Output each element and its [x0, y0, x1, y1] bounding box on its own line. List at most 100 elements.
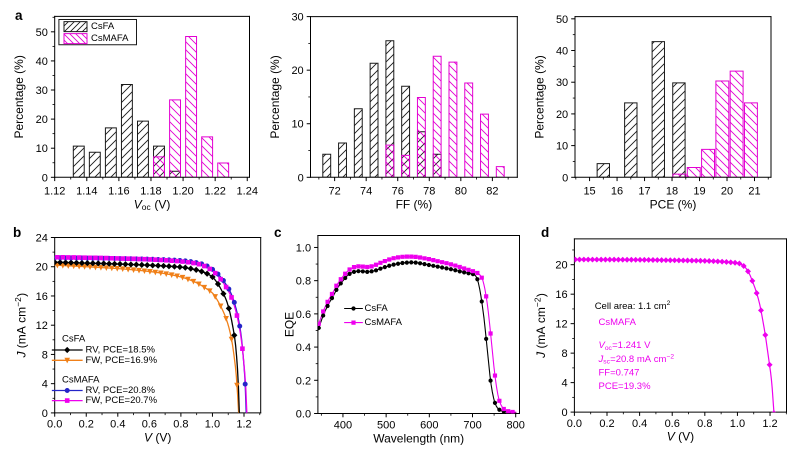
svg-text:0.0: 0.0	[47, 419, 62, 431]
svg-text:0.8: 0.8	[296, 276, 311, 288]
svg-text:400: 400	[334, 419, 352, 431]
svg-text:CsMAFA: CsMAFA	[365, 317, 403, 328]
svg-text:CsMAFA: CsMAFA	[599, 317, 637, 328]
svg-text:800: 800	[507, 419, 525, 431]
svg-text:20: 20	[36, 114, 48, 126]
svg-text:Percentage (%): Percentage (%)	[268, 55, 282, 138]
svg-text:b: b	[13, 225, 21, 240]
svg-text:16: 16	[36, 291, 48, 303]
svg-text:30: 30	[556, 77, 568, 89]
svg-text:RV, PCE=20.8%: RV, PCE=20.8%	[86, 385, 156, 396]
svg-text:0: 0	[42, 172, 48, 184]
svg-text:1.24: 1.24	[237, 186, 258, 198]
svg-text:0.4: 0.4	[632, 418, 647, 430]
svg-text:12: 12	[36, 320, 48, 332]
svg-text:20: 20	[291, 65, 303, 77]
svg-text:10: 10	[36, 143, 48, 155]
svg-text:V ( V: V ( V )	[144, 428, 172, 445]
svg-text:CsFA: CsFA	[62, 333, 86, 344]
svg-text:82: 82	[486, 186, 498, 198]
svg-text:0.8: 0.8	[173, 419, 188, 431]
svg-text:J ( m: J ( m A c m ) − 2	[8, 288, 29, 358]
svg-text:0.4: 0.4	[110, 419, 125, 431]
svg-text:18: 18	[666, 186, 678, 198]
svg-text:0.2: 0.2	[599, 418, 614, 430]
svg-text:12: 12	[555, 319, 567, 331]
svg-text:1.12: 1.12	[44, 186, 65, 198]
svg-text:0: 0	[298, 172, 304, 184]
svg-text:30: 30	[291, 12, 303, 24]
svg-text:74: 74	[360, 186, 372, 198]
svg-text:0.8: 0.8	[697, 418, 712, 430]
svg-text:8: 8	[42, 349, 48, 361]
svg-text:1.0: 1.0	[205, 419, 220, 431]
svg-text:PCE (%): PCE (%)	[650, 198, 697, 212]
svg-text:10: 10	[556, 141, 568, 153]
svg-text:21: 21	[748, 186, 760, 198]
svg-text:1.22: 1.22	[204, 186, 225, 198]
svg-text:0: 0	[42, 408, 48, 420]
svg-text:V ( V: V ( V )	[667, 428, 695, 445]
svg-text:700: 700	[463, 419, 481, 431]
svg-text:78: 78	[423, 186, 435, 198]
svg-text:50: 50	[36, 27, 48, 39]
svg-text:C e l l: C e l l a r e a : 1 . 1 c m 2	[595, 296, 671, 313]
svg-text:8: 8	[561, 348, 567, 360]
svg-text:1.18: 1.18	[140, 186, 161, 198]
svg-text:20: 20	[36, 262, 48, 274]
svg-text:FF (%): FF (%)	[396, 198, 433, 212]
svg-text:1.14: 1.14	[76, 186, 97, 198]
svg-text:1.0: 1.0	[730, 418, 745, 430]
svg-text:50: 50	[556, 14, 568, 26]
svg-text:0.0: 0.0	[567, 418, 582, 430]
svg-text:4: 4	[561, 378, 567, 390]
svg-text:Wavelength (nm): Wavelength (nm)	[373, 431, 464, 445]
svg-text:V o c: V o c ( V )	[134, 195, 171, 214]
svg-text:FW, PCE=16.9%: FW, PCE=16.9%	[86, 355, 158, 366]
svg-text:16: 16	[611, 186, 623, 198]
svg-text:c: c	[274, 225, 282, 240]
svg-text:J s c −: J s c − 2 = 2 0 . 8 m A c m	[598, 345, 679, 367]
svg-text:500: 500	[377, 419, 395, 431]
svg-text:FW, PCE=20.7%: FW, PCE=20.7%	[86, 395, 158, 406]
svg-text:1.2: 1.2	[236, 419, 251, 431]
svg-text:a: a	[15, 8, 23, 23]
svg-text:CsFA: CsFA	[365, 303, 389, 314]
svg-text:15: 15	[583, 186, 595, 198]
svg-text:0.6: 0.6	[665, 418, 680, 430]
svg-text:72: 72	[329, 186, 341, 198]
svg-text:CsMAFA: CsMAFA	[91, 33, 129, 44]
svg-text:40: 40	[36, 56, 48, 68]
svg-text:80: 80	[455, 186, 467, 198]
svg-text:CsFA: CsFA	[91, 21, 115, 32]
svg-text:PCE=19.3%: PCE=19.3%	[599, 381, 652, 392]
svg-text:10: 10	[291, 119, 303, 131]
svg-text:20: 20	[556, 109, 568, 121]
svg-text:CsMAFA: CsMAFA	[62, 374, 100, 385]
svg-text:40: 40	[556, 46, 568, 58]
svg-text:d: d	[541, 225, 549, 240]
svg-text:19: 19	[693, 186, 705, 198]
svg-text:FF=0.747: FF=0.747	[599, 367, 640, 378]
svg-text:1.0: 1.0	[296, 242, 311, 254]
svg-text:RV, PCE=18.5%: RV, PCE=18.5%	[86, 344, 156, 355]
svg-text:600: 600	[420, 419, 438, 431]
svg-text:1.2: 1.2	[762, 418, 777, 430]
svg-text:0.6: 0.6	[296, 309, 311, 321]
svg-text:V o c =: V o c = 1 . 2 4 1 V	[599, 335, 652, 354]
svg-text:30: 30	[36, 85, 48, 97]
svg-text:0: 0	[561, 407, 567, 419]
svg-text:EQE: EQE	[282, 312, 296, 337]
svg-text:20: 20	[555, 260, 567, 272]
svg-text:0: 0	[562, 172, 568, 184]
svg-text:Percentage (%): Percentage (%)	[12, 55, 26, 138]
svg-text:Percentage (%): Percentage (%)	[532, 55, 546, 138]
svg-text:76: 76	[392, 186, 404, 198]
svg-text:0.0: 0.0	[296, 408, 311, 420]
svg-text:0.2: 0.2	[296, 375, 311, 387]
svg-text:1.20: 1.20	[172, 186, 193, 198]
svg-text:20: 20	[721, 186, 733, 198]
svg-text:0.2: 0.2	[79, 419, 94, 431]
svg-text:16: 16	[555, 289, 567, 301]
svg-text:4: 4	[42, 379, 48, 391]
